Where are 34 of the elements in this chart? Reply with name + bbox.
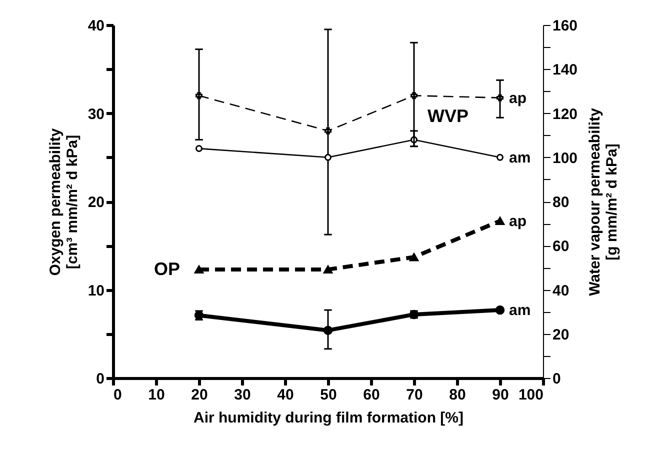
x-axis-title: Air humidity during film formation [%] [194,410,464,426]
y2-tick-label: 140 [552,62,578,79]
y2-tick-label: 60 [552,238,570,256]
x-tick-label: 30 [234,386,251,404]
y2-axis-title: Water vapour permeability [g mm/m² d kPa] [586,107,621,296]
series-label: am [509,149,531,166]
y2-tick-label: 160 [552,18,578,34]
x-tick-label: 90 [492,386,509,404]
y-tick-label: 0 [96,370,104,388]
x-tick-label: 20 [191,386,208,404]
x-tick-label: 10 [148,386,165,404]
y2-tick-label: 40 [552,282,570,300]
series-label: ap [509,90,527,107]
y-tick-label: 30 [88,106,104,123]
x-tick-label: 80 [449,386,466,404]
y-axis-title: Oxygen permeability [cm³ mm/m² d kPa] [46,128,81,276]
annotation: OP [154,259,180,279]
x-tick-label: 0 [114,386,122,404]
y2-tick-label: 120 [552,106,578,123]
y-tick-label: 40 [88,18,104,34]
y2-tick-label: 20 [552,326,570,344]
series-label: ap [509,212,527,230]
x-tick-label: 60 [363,386,380,404]
y-tick-label: 20 [88,194,104,211]
x-tick-label: 50 [320,386,337,404]
y-tick-label: 10 [88,282,104,300]
y2-tick-label: 0 [552,370,561,388]
y2-tick-label: 80 [552,194,570,211]
x-tick-label: 70 [406,386,423,404]
x-tick-label: 100 [518,386,544,404]
x-tick-label: 40 [277,386,294,404]
series-label: am [509,302,531,320]
y2-tick-label: 100 [552,150,578,167]
annotation: WVP [427,106,469,126]
